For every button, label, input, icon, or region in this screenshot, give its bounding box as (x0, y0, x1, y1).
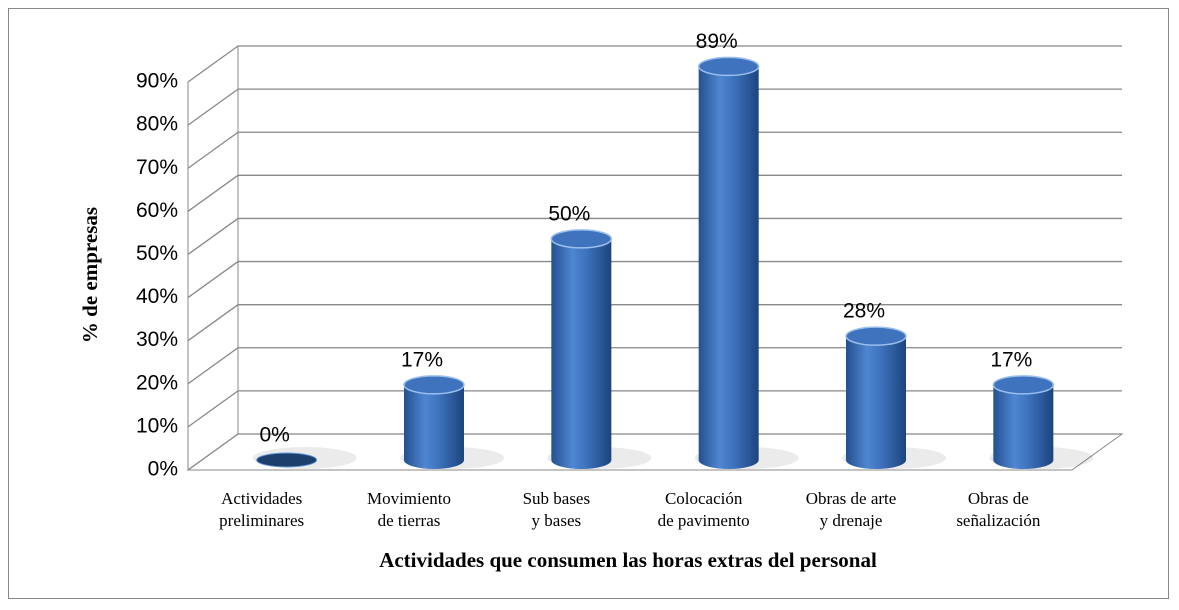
y-tick-label: 20% (136, 371, 178, 394)
y-tick-label: 50% (136, 242, 178, 265)
x-axis-title: Actividades que consumen las horas extra… (379, 548, 877, 572)
bar (256, 452, 318, 468)
bar (846, 336, 906, 469)
grid-line (187, 45, 1122, 83)
x-tick-label: Obras de señalización (956, 489, 1041, 530)
y-tick-label: 40% (136, 285, 178, 308)
y-tick-label: 10% (136, 414, 178, 437)
y-tick-label: 70% (136, 156, 178, 179)
data-label: 28% (843, 300, 885, 323)
x-tick-label: Obras de arte y drenaje (806, 489, 897, 530)
bar (993, 384, 1054, 470)
y-tick-label: 80% (136, 113, 178, 136)
y-axis-title: % de empresas (78, 207, 102, 343)
bar-top (992, 375, 1055, 395)
grid-line (187, 260, 1122, 299)
bar-top (845, 326, 907, 346)
x-tick-label: Actividades preliminares (219, 489, 304, 530)
x-tick-label: Sub bases y bases (523, 489, 591, 530)
y-tick-label: 30% (136, 328, 178, 351)
data-label: 89% (696, 30, 738, 53)
data-label: 17% (401, 348, 443, 371)
grid-line (187, 217, 1122, 255)
grid-line (187, 347, 1122, 385)
grid-line (187, 433, 1122, 471)
x-tick-label: Movimiento de tierras (367, 489, 451, 530)
x-tick-label: Colocación de pavimento (658, 489, 750, 530)
y-tick-label: 60% (136, 199, 178, 222)
y-tick-label: 90% (136, 70, 178, 93)
bar-top (550, 229, 613, 249)
grid-line (187, 88, 1122, 126)
bar (551, 238, 612, 469)
bar (698, 66, 759, 469)
data-label: 0% (259, 424, 289, 447)
data-label: 50% (548, 202, 590, 225)
grid-line (187, 390, 1122, 428)
bar-top (403, 375, 465, 395)
bar-top (697, 56, 760, 77)
grid-line (187, 304, 1122, 342)
y-tick-label: 0% (148, 458, 178, 481)
data-label: 17% (990, 348, 1032, 371)
grid-line (187, 174, 1122, 212)
bar (404, 384, 464, 469)
grid-line (187, 131, 1122, 169)
